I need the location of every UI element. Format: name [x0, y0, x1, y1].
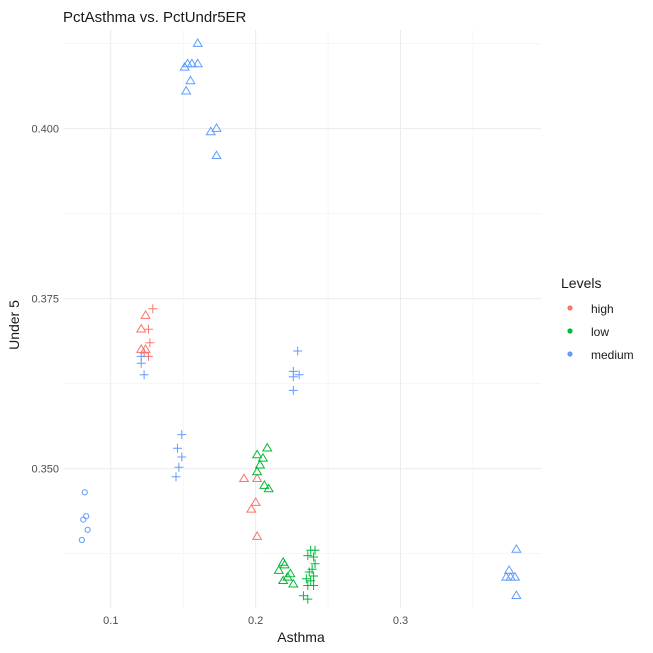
- data-point-low: [303, 594, 313, 604]
- data-point-medium: [185, 75, 196, 85]
- data-point-medium: [509, 571, 521, 581]
- data-point-low: [309, 552, 319, 562]
- data-point-medium: [205, 126, 216, 136]
- data-point-low: [251, 466, 263, 476]
- data-point-medium: [503, 565, 515, 574]
- data-point-high: [246, 503, 257, 513]
- data-point-medium: [211, 123, 222, 132]
- legend: Levels high low medium: [561, 275, 634, 362]
- x-tick-label: 0.2: [248, 615, 263, 627]
- legend-title: Levels: [561, 275, 601, 291]
- data-point-medium: [288, 372, 298, 382]
- data-point-medium: [84, 526, 91, 533]
- data-point-medium: [177, 430, 187, 440]
- data-point-medium: [78, 536, 85, 544]
- grid-lines: [63, 30, 541, 608]
- data-point-medium: [179, 61, 190, 71]
- data-point-low: [309, 581, 319, 591]
- y-tick-label: 0.400: [31, 124, 59, 136]
- data-point-low: [273, 565, 285, 574]
- data-point-medium: [511, 590, 522, 600]
- data-point-low: [259, 480, 270, 489]
- data-point-high: [135, 323, 147, 333]
- data-point-low: [282, 571, 293, 581]
- x-tick-label: 0.3: [393, 615, 408, 627]
- data-point-medium: [500, 571, 512, 581]
- x-axis-title: Asthma: [277, 629, 325, 645]
- data-point-medium: [211, 150, 222, 160]
- data-point-high: [238, 473, 250, 483]
- data-point-low: [254, 459, 266, 469]
- data-point-low: [306, 576, 316, 586]
- data-point-medium: [192, 58, 203, 68]
- data-point-medium: [511, 543, 522, 553]
- data-point-high: [143, 324, 153, 334]
- chart-title: PctAsthma vs. PctUndr5ER: [63, 9, 247, 26]
- x-tick-label: 0.1: [103, 615, 118, 627]
- data-point-low: [310, 559, 320, 569]
- y-axis-title: Under 5: [6, 300, 22, 350]
- data-point-high: [250, 497, 261, 506]
- data-point-medium: [177, 452, 187, 462]
- data-point-low: [277, 575, 289, 585]
- legend-label-low: low: [591, 325, 609, 339]
- data-point-low: [303, 551, 313, 561]
- series-high: [135, 304, 263, 540]
- data-point-medium: [192, 38, 203, 47]
- data-point-high: [251, 531, 263, 540]
- data-point-high: [140, 310, 151, 319]
- data-point-low: [263, 483, 274, 493]
- data-point-medium: [186, 58, 198, 68]
- legend-key-high: [567, 305, 573, 311]
- data-point-medium: [80, 516, 87, 523]
- data-point-low: [304, 567, 314, 577]
- data-point-medium: [172, 443, 182, 453]
- data-point-medium: [505, 571, 516, 581]
- data-point-medium: [83, 513, 90, 520]
- data-point-medium: [139, 370, 149, 380]
- legend-key-medium: [567, 351, 573, 357]
- data-point-medium: [174, 462, 184, 472]
- legend-key-low: [567, 328, 573, 334]
- data-point-high: [145, 338, 155, 348]
- data-point-low: [301, 574, 311, 584]
- data-points: [78, 38, 522, 604]
- data-point-medium: [171, 472, 181, 482]
- data-point-low: [309, 571, 319, 581]
- series-medium: [78, 38, 522, 600]
- data-point-medium: [293, 346, 303, 356]
- axis-labels: 0.1 0.2 0.3 0.350 0.375 0.400: [31, 124, 408, 627]
- data-point-high: [148, 304, 158, 314]
- data-point-low: [288, 578, 299, 588]
- data-point-medium: [81, 489, 88, 496]
- data-point-high: [251, 473, 263, 483]
- data-point-high: [140, 344, 151, 353]
- data-point-medium: [136, 358, 146, 368]
- data-point-low: [279, 559, 290, 569]
- data-point-medium: [288, 385, 298, 395]
- legend-label-high: high: [591, 302, 614, 316]
- data-point-low: [261, 442, 273, 452]
- data-point-medium: [294, 370, 304, 380]
- y-tick-label: 0.350: [31, 464, 59, 476]
- y-tick-label: 0.375: [31, 294, 59, 306]
- legend-label-medium: medium: [591, 348, 634, 362]
- data-point-low: [257, 452, 269, 462]
- data-point-low: [251, 449, 263, 459]
- data-point-medium: [180, 85, 192, 95]
- data-point-low: [310, 545, 320, 555]
- series-low: [251, 442, 320, 604]
